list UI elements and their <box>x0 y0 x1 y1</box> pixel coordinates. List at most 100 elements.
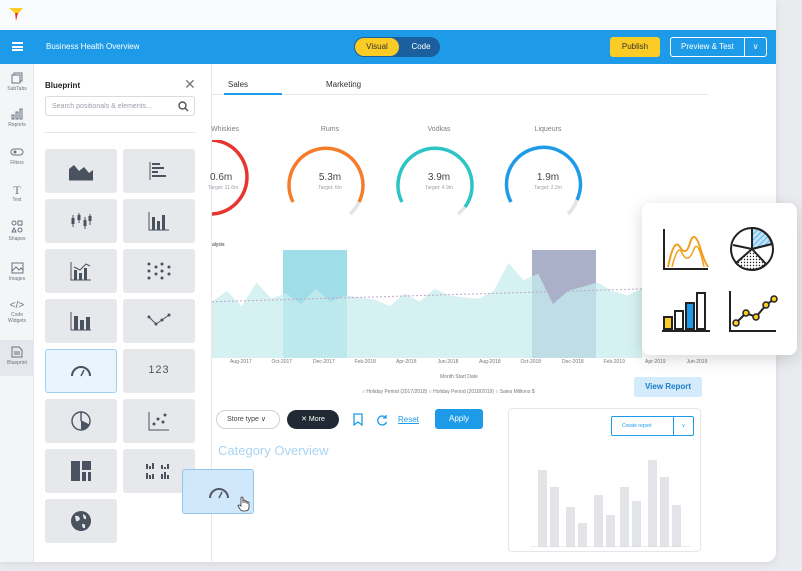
sidebar-item-label: SubTabs <box>7 86 27 92</box>
number-tile-label: 123 <box>148 364 170 376</box>
apply-button[interactable]: Apply <box>435 409 483 429</box>
gauge-icon <box>209 488 229 499</box>
placeholder-bar <box>632 501 641 547</box>
map-tile[interactable] <box>45 499 117 543</box>
x-tick-label: Apr-2018 <box>396 359 417 365</box>
text-icon: T <box>13 183 21 197</box>
scatter-tile[interactable] <box>123 399 195 443</box>
scatter-icon <box>148 412 169 431</box>
shapes-icon <box>11 220 23 233</box>
sidebar-item-label: Text <box>12 197 22 203</box>
chevron-down-icon[interactable]: ∨ <box>744 38 766 56</box>
create-report-label: Create report <box>622 423 652 429</box>
gauge-arc-vodkas <box>396 146 474 209</box>
sidebar-item-filters[interactable]: Filters <box>0 146 34 172</box>
gauge-track-rums <box>348 201 361 216</box>
bell-curve-chart-icon[interactable] <box>662 227 710 271</box>
sidebar-item-text[interactable]: T Text <box>0 184 34 210</box>
sidebar-item-blueprint[interactable]: Blueprint <box>0 340 34 376</box>
gauge-label: Rums <box>320 126 340 133</box>
sidebar-item-label: Images <box>8 276 26 282</box>
pie-chart-icon[interactable] <box>728 225 776 273</box>
visual-toggle[interactable]: Visual <box>355 38 399 56</box>
sales-area <box>212 263 642 358</box>
dragged-gauge-tile[interactable] <box>182 469 254 514</box>
search-input[interactable]: Search positionals & elements... <box>45 96 195 116</box>
column-chart-icon <box>70 312 91 331</box>
preview-label: Preview & Test <box>681 42 734 51</box>
reports-icon <box>11 108 23 120</box>
code-icon: </> <box>9 300 25 311</box>
placeholder-bar <box>620 487 629 547</box>
gauge-target: Target: 4.9m <box>425 185 453 191</box>
candlestick-tile[interactable] <box>45 199 117 243</box>
bookmark-icon[interactable] <box>353 413 363 426</box>
treemap-icon <box>71 461 91 481</box>
sales-area-chart <box>212 250 642 358</box>
subtabs-icon <box>11 72 23 84</box>
visual-code-toggle[interactable]: Visual Code <box>354 37 440 57</box>
preview-test-button[interactable]: Preview & Test ∨ <box>670 37 767 57</box>
gauge-arc-liqueurs <box>504 145 583 203</box>
number-tile[interactable]: 123 <box>123 349 195 393</box>
line-chart-tile[interactable] <box>123 299 195 343</box>
horizontal-bar-icon <box>149 162 166 180</box>
gauge-value: 0.6m <box>210 172 233 183</box>
chart-types-popover <box>642 203 797 355</box>
panel-title: Blueprint <box>45 81 81 90</box>
combo-chart-tile[interactable] <box>45 249 117 293</box>
active-tab-indicator <box>224 93 282 95</box>
chart-legend: ○ Holiday Period (2017/2018) ○ Holiday P… <box>362 389 535 395</box>
page-title: Business Health Overview <box>46 42 140 51</box>
gauge-arc-rums <box>287 146 365 203</box>
sidebar-item-label: Filters <box>10 160 24 166</box>
dot-plot-icon <box>147 262 171 280</box>
view-report-button[interactable]: View Report <box>634 377 702 397</box>
gauge-target: Target: 2.2m <box>534 185 562 191</box>
gauge-tile[interactable] <box>45 349 117 393</box>
gauge-label: Whiskies <box>210 126 239 133</box>
pie-chart-tile[interactable] <box>45 399 117 443</box>
tab-marketing[interactable]: Marketing <box>326 80 362 89</box>
bar-chart-tile[interactable] <box>123 199 195 243</box>
store-type-filter[interactable]: Store type ∨ <box>216 410 280 429</box>
close-icon[interactable]: ✕ <box>184 76 196 92</box>
sidebar-item-label: Shapes <box>8 236 26 242</box>
left-toolbar: SubTabs Reports Filters T Text Shapes Im… <box>0 64 34 562</box>
area-chart-tile[interactable] <box>45 149 117 193</box>
dot-matrix-tile[interactable] <box>123 249 195 293</box>
top-strip <box>0 0 776 30</box>
code-toggle[interactable]: Code <box>411 42 431 51</box>
menu-icon[interactable] <box>12 42 23 51</box>
treemap-tile[interactable] <box>45 449 117 493</box>
sidebar-item-images[interactable]: Images <box>0 262 34 288</box>
create-report-button[interactable]: Create report ∨ <box>611 416 694 436</box>
placeholder-bar-chart <box>530 460 690 547</box>
small-multiples-icon <box>146 463 169 479</box>
tab-sales[interactable]: Sales <box>228 80 249 89</box>
refresh-icon[interactable] <box>376 414 388 426</box>
hand-cursor-icon <box>237 496 250 512</box>
more-filter-chip[interactable]: ✕ More <box>287 410 339 429</box>
sidebar-item-shapes[interactable]: Shapes <box>0 220 34 248</box>
sidebar-item-subtabs[interactable]: SubTabs <box>0 72 34 98</box>
reset-link[interactable]: Reset <box>398 415 419 424</box>
section-heading: Category Overview <box>218 443 329 458</box>
line-chart-icon[interactable] <box>728 289 778 333</box>
gauge-target: Target: 6m <box>318 185 342 191</box>
publish-button[interactable]: Publish <box>610 37 660 57</box>
sidebar-item-reports[interactable]: Reports <box>0 108 34 134</box>
images-icon <box>11 262 23 274</box>
combo-chart-icon <box>70 262 91 281</box>
x-tick-label: Jun-2018 <box>437 359 459 365</box>
x-tick-label: Dec-2017 <box>313 359 335 365</box>
horizontal-bar-tile[interactable] <box>123 149 195 193</box>
gauge-value: 3.9m <box>427 172 451 183</box>
bar-chart-icon[interactable] <box>662 289 710 333</box>
x-tick-label: Apr-2019 <box>645 359 666 365</box>
sidebar-item-code-widgets[interactable]: </> Code Widgets <box>0 300 34 334</box>
column-chart-tile[interactable] <box>45 299 117 343</box>
gauges-svg <box>212 140 583 216</box>
app-logo-icon <box>9 8 23 21</box>
chevron-down-icon[interactable]: ∨ <box>673 417 693 435</box>
